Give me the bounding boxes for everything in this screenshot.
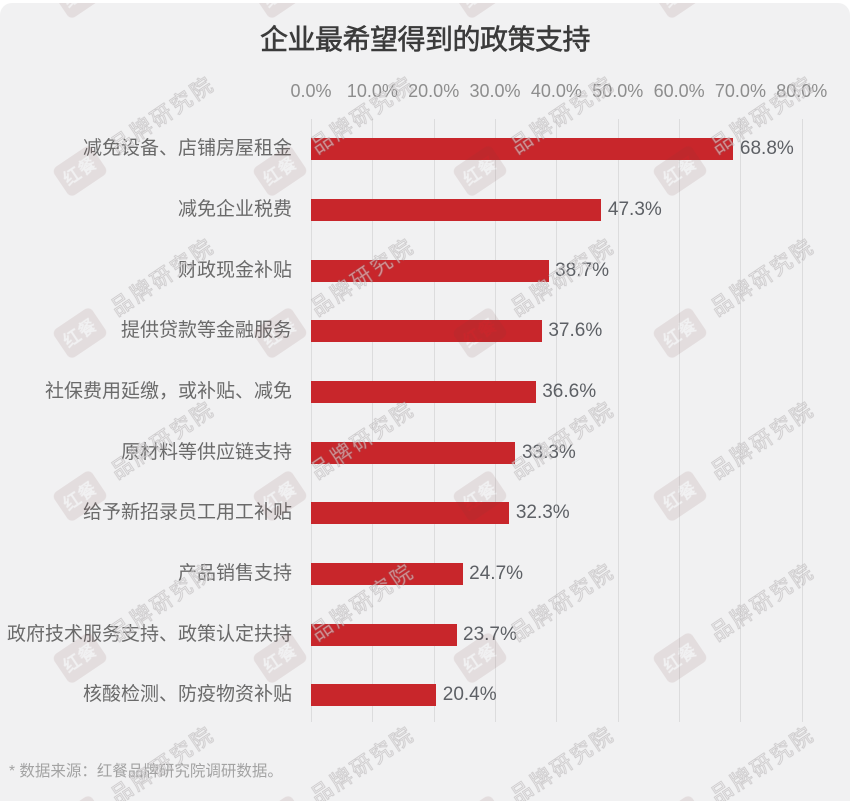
svg-text:品牌研究院: 品牌研究院	[507, 397, 619, 483]
svg-text:品牌研究院: 品牌研究院	[307, 722, 419, 801]
svg-text:品牌研究院: 品牌研究院	[507, 722, 619, 801]
svg-text:品牌研究院: 品牌研究院	[707, 722, 819, 801]
svg-text:品牌研究院: 品牌研究院	[307, 397, 419, 483]
svg-text:品牌研究院: 品牌研究院	[507, 559, 619, 645]
svg-text:品牌研究院: 品牌研究院	[107, 397, 219, 483]
